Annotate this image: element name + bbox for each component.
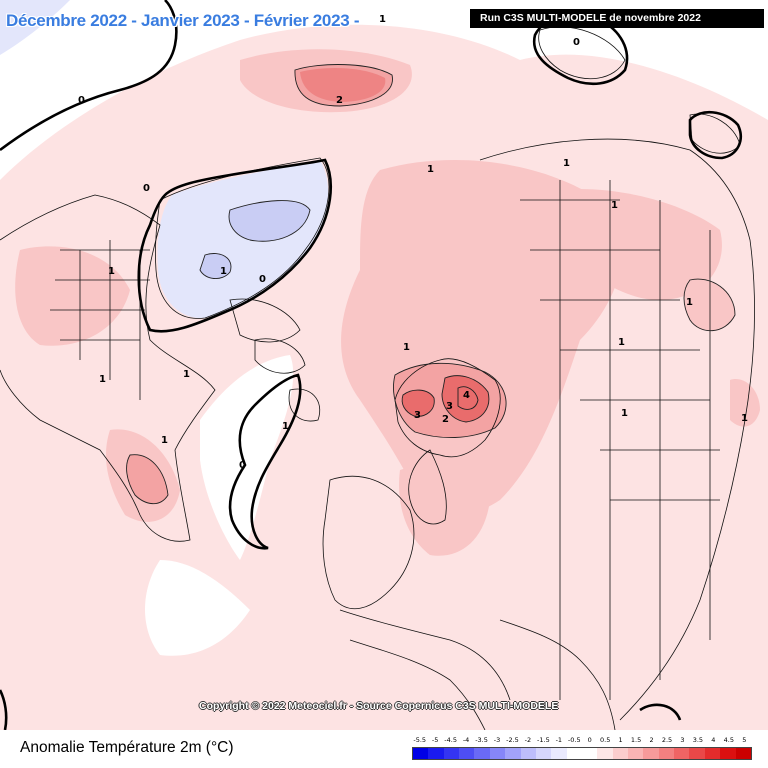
legend-swatch bbox=[551, 748, 567, 759]
legend-swatch bbox=[674, 748, 690, 759]
contour-label: 1 bbox=[379, 14, 386, 25]
legend-swatch bbox=[597, 748, 613, 759]
legend-tick-label: 4 bbox=[711, 736, 716, 744]
contour-label: 1 bbox=[427, 164, 434, 175]
contour-label: 1 bbox=[161, 435, 168, 446]
model-run-label: Run C3S MULTI-MODELE de novembre 2022 bbox=[470, 9, 764, 28]
legend-swatch bbox=[474, 748, 490, 759]
legend-tick-label: -5.5 bbox=[413, 736, 427, 744]
contour-label: 1 bbox=[108, 266, 115, 277]
contour-label: 2 bbox=[442, 414, 449, 425]
legend-swatch bbox=[628, 748, 644, 759]
contour-label: 1 bbox=[611, 200, 618, 211]
contour-label: 1 bbox=[403, 342, 410, 353]
anomaly-fill-cool bbox=[0, 0, 329, 319]
coastlines bbox=[0, 26, 755, 730]
legend-color-bar bbox=[412, 747, 752, 760]
contour-label: 0 bbox=[78, 95, 85, 106]
legend-tick-label: 0.5 bbox=[600, 736, 611, 744]
contour-label: 2 bbox=[336, 95, 343, 106]
contour-label: 0 bbox=[143, 183, 150, 194]
legend-swatch bbox=[658, 748, 675, 759]
legend-tick-label: 5 bbox=[742, 736, 747, 744]
contour-label: 4 bbox=[463, 390, 470, 401]
legend-tick-label: 1.5 bbox=[630, 736, 642, 744]
anomaly-fill-peak bbox=[300, 68, 489, 422]
legend-tick-label: -2.5 bbox=[506, 736, 519, 744]
warm-contours bbox=[126, 64, 736, 505]
legend-swatch bbox=[566, 748, 582, 759]
legend-tick-label: -4.5 bbox=[444, 736, 457, 744]
legend-tick-label: -3.5 bbox=[475, 736, 488, 744]
legend-tick-label: -5 bbox=[431, 736, 439, 744]
contour-label: 1 bbox=[618, 337, 625, 348]
legend-tick-label: -3 bbox=[493, 736, 501, 744]
legend-tick-label: -1 bbox=[555, 736, 563, 744]
legend-tick-label: 2.5 bbox=[661, 736, 673, 744]
legend-tick-label: 2 bbox=[649, 736, 654, 744]
color-scale-legend: -5.5 -5 -4.5 -4 -3.5 -3 -2.5 -2 -1.5 -1 -0.5 0 0.5 1 1… bbox=[412, 736, 754, 762]
legend-tick-label: -0.5 bbox=[567, 736, 581, 744]
legend-swatch bbox=[428, 748, 444, 759]
contour-label: 1 bbox=[99, 374, 106, 385]
zero-contours bbox=[0, 0, 742, 730]
contour-label: 1 bbox=[621, 408, 628, 419]
contour-label: 0 bbox=[573, 37, 580, 48]
forecast-period-title: Décembre 2022 - Janvier 2023 - Février 2… bbox=[6, 11, 360, 30]
contour-label: 0 bbox=[259, 274, 266, 285]
legend-swatch bbox=[643, 748, 659, 759]
contour-label: 1 bbox=[183, 369, 190, 380]
legend-swatch bbox=[535, 748, 552, 759]
contour-label: 1 bbox=[741, 413, 748, 424]
legend-swatch bbox=[704, 748, 721, 759]
legend-tick-label: -4 bbox=[462, 736, 470, 744]
legend-swatch bbox=[489, 748, 506, 759]
legend-tick-label: 1 bbox=[618, 736, 623, 744]
temperature-anomaly-map: 1 0 2 1 0 1 1 1 1 1 0 1 1 1 1 1 4 3 3 2 … bbox=[0, 0, 768, 730]
legend-swatch bbox=[459, 748, 475, 759]
copyright-notice: Copyright © 2022 Meteociel.fr - Source C… bbox=[199, 700, 559, 712]
legend-ticks: -5.5 -5 -4.5 -4 -3.5 -3 -2.5 -2 -1.5 -1 -0.5 0 0.5 1 1… bbox=[412, 736, 754, 746]
contour-labels: 1 0 2 1 0 1 1 1 1 1 0 1 1 1 1 1 4 3 3 2 … bbox=[78, 14, 748, 471]
legend-swatch bbox=[443, 748, 460, 759]
legend-tick-label: 3 bbox=[680, 736, 685, 744]
legend-swatch bbox=[735, 748, 751, 759]
legend-swatch bbox=[689, 748, 705, 759]
variable-label: Anomalie Température 2m (°C) bbox=[20, 739, 234, 756]
contour-label: 1 bbox=[282, 421, 289, 432]
contour-label: 1 bbox=[220, 266, 227, 277]
legend-swatch bbox=[720, 748, 736, 759]
legend-tick-label: 0 bbox=[587, 736, 592, 744]
contour-label: 1 bbox=[563, 158, 570, 169]
legend-swatch bbox=[520, 748, 536, 759]
contour-label: 1 bbox=[686, 297, 693, 308]
legend-swatch bbox=[505, 748, 521, 759]
contour-label: 0 bbox=[239, 460, 246, 471]
legend-tick-label: 4.5 bbox=[723, 736, 734, 744]
anomaly-fill-neutral bbox=[145, 355, 294, 656]
legend-tick-label: 3.5 bbox=[692, 736, 704, 744]
legend-swatch bbox=[612, 748, 629, 759]
legend-swatch bbox=[581, 748, 598, 759]
contour-label: 3 bbox=[414, 410, 421, 421]
contour-label: 3 bbox=[446, 401, 453, 412]
legend-swatch bbox=[413, 748, 429, 759]
legend-tick-label: -2 bbox=[524, 736, 532, 744]
legend-tick-label: -1.5 bbox=[537, 736, 550, 744]
